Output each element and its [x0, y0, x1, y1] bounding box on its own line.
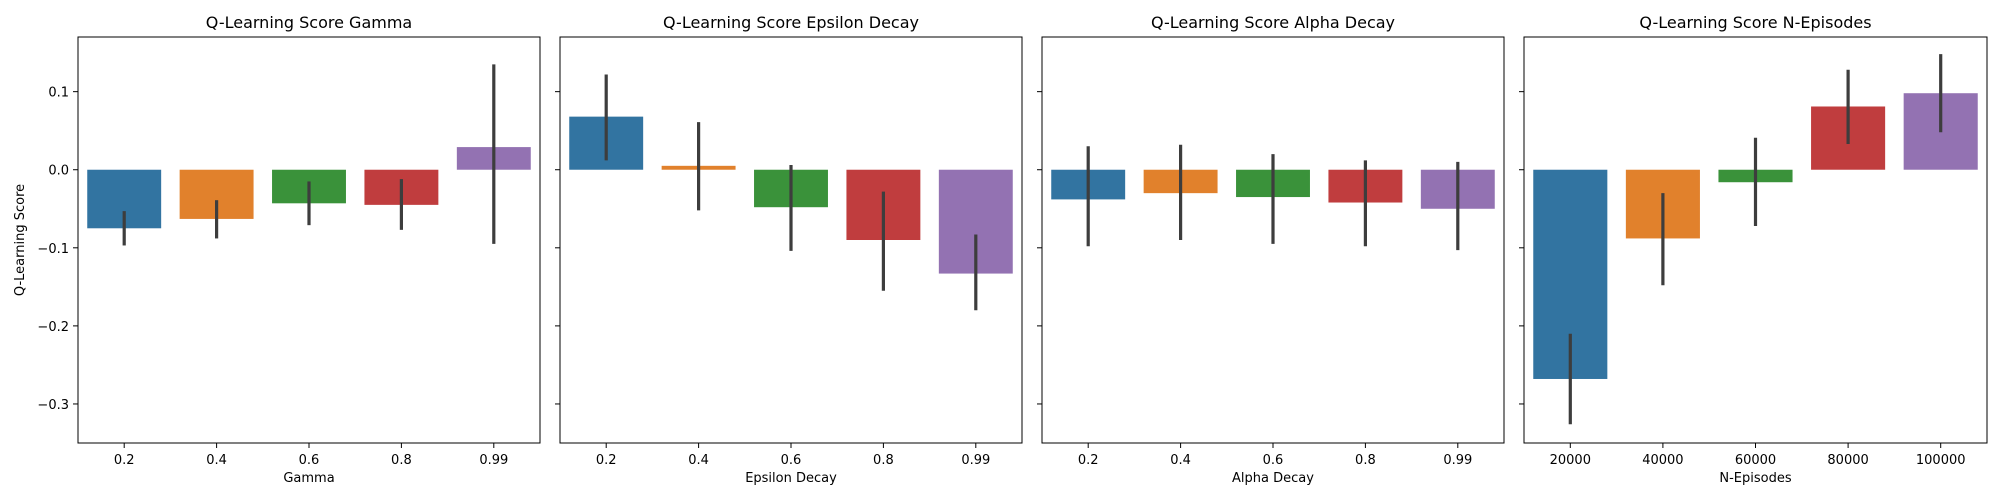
y-tick-label: 0.1 [48, 86, 69, 101]
x-tick-label: 0.99 [1443, 453, 1472, 468]
x-tick-label: 40000 [1642, 453, 1683, 468]
x-tick-label: 80000 [1827, 453, 1868, 468]
panel-2: 0.2 0.4 0.6 0.8 0.99 Q-Learning Score Epsilon… [555, 13, 1023, 486]
x-tick-label: 0.8 [1355, 453, 1376, 468]
x-tick-label: 0.2 [114, 453, 135, 468]
panel-1: −0.3 −0.2 −0.1 0.0 0.1 0.2 0.4 0.6 0.8 0.99 Q-Lear… [13, 13, 541, 486]
panel-4: 20000 40000 60000 80000 100000 Q-Learning Sco… [1519, 13, 1988, 486]
y-tick-label: −0.2 [37, 320, 69, 335]
x-tick-label: 0.8 [391, 453, 412, 468]
y-axis-label: Q-Learning Score [13, 184, 28, 296]
x-axis-label: N-Episodes [1719, 471, 1791, 486]
x-tick-label: 0.99 [479, 453, 508, 468]
x-tick-label: 20000 [1550, 453, 1591, 468]
axes-frame [77, 36, 541, 444]
x-tick-label: 0.4 [688, 453, 709, 468]
x-tick-label: 0.99 [961, 453, 990, 468]
y-tick-label: −0.3 [37, 398, 69, 413]
x-axis-label: Epsilon Decay [745, 471, 837, 486]
x-tick-label: 60000 [1735, 453, 1776, 468]
x-tick-label: 0.4 [206, 453, 227, 468]
y-tick-label: 0.0 [48, 164, 69, 179]
y-tick-label: −0.1 [37, 242, 69, 257]
x-axis-label: Alpha Decay [1232, 471, 1314, 486]
x-tick-label: 0.6 [1263, 453, 1284, 468]
x-axis-label: Gamma [283, 471, 334, 486]
chart-title: Q-Learning Score N-Episodes [1639, 13, 1871, 32]
x-tick-label: 0.6 [781, 453, 802, 468]
x-tick-label: 0.4 [1170, 453, 1191, 468]
chart-title: Q-Learning Score Gamma [206, 13, 412, 32]
chart-title: Q-Learning Score Alpha Decay [1151, 13, 1395, 32]
x-tick-label: 100000 [1916, 453, 1966, 468]
chart-title: Q-Learning Score Epsilon Decay [663, 13, 919, 32]
x-tick-label: 0.6 [299, 453, 320, 468]
x-tick-label: 0.2 [596, 453, 617, 468]
x-tick-label: 0.8 [873, 453, 894, 468]
panel-3: 0.2 0.4 0.6 0.8 0.99 Q-Learning Score Alpha D… [1037, 13, 1505, 486]
x-tick-label: 0.2 [1078, 453, 1099, 468]
